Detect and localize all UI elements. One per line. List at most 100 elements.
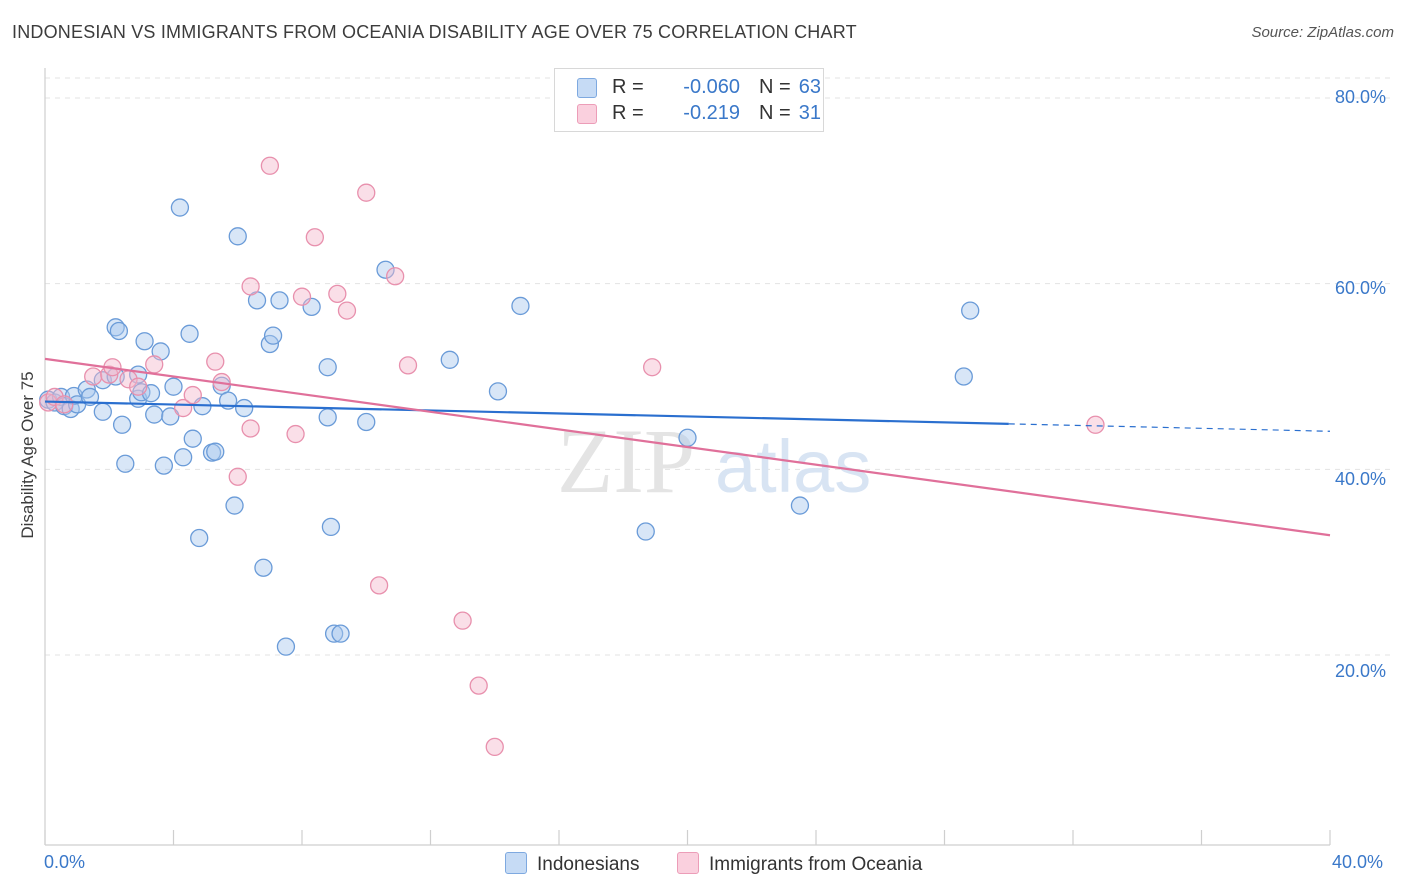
point-indonesians	[135, 332, 154, 351]
bottom-legend-label-indonesians: Indonesians	[537, 854, 640, 875]
point-indonesians	[961, 301, 980, 320]
point-indonesians	[357, 412, 376, 432]
point-indonesians	[321, 517, 341, 537]
point-indonesians	[154, 456, 174, 475]
legend-swatch-pink	[577, 104, 597, 124]
bottom-legend-label-oceania: Immigrants from Oceania	[709, 854, 923, 875]
point-indonesians	[112, 415, 132, 434]
point-oceania	[328, 284, 347, 304]
legend-n-value: 31	[798, 102, 821, 124]
point-indonesians	[488, 382, 508, 401]
point-indonesians	[225, 496, 244, 515]
point-indonesians	[132, 383, 151, 402]
point-indonesians	[270, 291, 289, 310]
point-oceania	[183, 385, 202, 405]
point-indonesians	[180, 324, 199, 343]
point-oceania	[129, 377, 148, 396]
point-indonesians	[440, 350, 459, 369]
point-indonesians	[80, 387, 100, 407]
bottom-legend-swatch-pink	[677, 852, 699, 874]
legend-n-label: N =	[759, 76, 791, 98]
point-oceania	[241, 277, 260, 296]
legend-n-value: 63	[798, 76, 821, 98]
legend-n-label: N =	[759, 102, 791, 124]
point-oceania	[55, 395, 74, 414]
point-oceania	[1086, 415, 1105, 434]
point-oceania	[643, 358, 662, 377]
trend-line-indonesians	[44, 400, 1009, 425]
point-oceania	[398, 356, 418, 375]
legend-r-label: R =	[612, 76, 644, 98]
watermark: ZIP atlas	[557, 410, 871, 512]
point-indonesians	[263, 326, 283, 345]
point-oceania	[469, 676, 488, 695]
point-oceania	[485, 737, 504, 757]
point-oceania	[286, 424, 305, 444]
point-indonesians	[254, 558, 273, 577]
point-indonesians	[331, 624, 350, 643]
point-oceania	[206, 352, 225, 371]
point-indonesians	[318, 408, 337, 427]
point-oceania	[84, 367, 103, 386]
point-oceania	[453, 611, 472, 630]
point-indonesians	[636, 522, 655, 541]
point-indonesians	[173, 448, 193, 467]
correlation-legend: R = -0.060 N = 63 R = -0.219 N = 31	[554, 68, 824, 132]
trend-lines	[44, 357, 1331, 537]
watermark-atlas: atlas	[715, 425, 871, 508]
point-indonesians	[164, 377, 183, 396]
point-indonesians	[206, 442, 225, 461]
point-indonesians	[145, 405, 164, 424]
point-oceania	[337, 301, 357, 320]
x-tick-label-max: 40.0%	[1332, 852, 1384, 872]
point-indonesians	[93, 402, 112, 421]
point-indonesians	[678, 428, 697, 447]
point-indonesians	[276, 637, 296, 656]
legend-r-value: -0.219	[683, 102, 740, 124]
bottom-legend-oceania: Immigrants from Oceania	[677, 852, 922, 876]
point-oceania	[260, 156, 280, 175]
point-oceania	[305, 228, 325, 247]
point-indonesians	[183, 429, 202, 448]
y-axis-label: Disability Age Over 75	[18, 371, 37, 539]
point-indonesians	[376, 260, 395, 279]
point-indonesians	[324, 624, 344, 643]
point-indonesians	[511, 296, 530, 316]
point-indonesians	[954, 367, 973, 386]
point-oceania	[369, 576, 389, 595]
point-oceania	[145, 355, 164, 374]
trend-line-indonesians-extension	[1008, 423, 1331, 432]
y-tick-label-80: 80.0%	[1335, 87, 1387, 107]
point-oceania	[241, 419, 260, 438]
point-oceania	[357, 183, 376, 202]
axes	[44, 68, 1331, 846]
bottom-legend-indonesians: Indonesians	[505, 852, 639, 876]
point-indonesians	[190, 528, 209, 548]
point-indonesians	[116, 454, 135, 473]
y-tick-label-60: 60.0%	[1335, 278, 1387, 298]
point-indonesians	[790, 496, 810, 515]
point-indonesians	[161, 407, 180, 426]
legend-r-label: R =	[612, 102, 644, 124]
point-oceania	[292, 287, 312, 306]
legend-r-value: -0.060	[683, 76, 740, 98]
point-oceania	[386, 267, 405, 286]
bottom-legend-swatch-blue	[505, 852, 527, 874]
point-indonesians	[109, 321, 129, 341]
watermark-zip: ZIP	[557, 410, 695, 512]
point-oceania	[228, 467, 247, 486]
y-tick-label-20: 20.0%	[1335, 661, 1387, 681]
legend-swatch-blue	[577, 78, 597, 98]
x-tick-label-min: 0.0%	[44, 852, 86, 872]
y-tick-label-40: 40.0%	[1335, 469, 1387, 489]
point-indonesians	[318, 358, 337, 377]
point-indonesians	[170, 198, 190, 217]
trend-line-oceania	[44, 357, 1331, 537]
point-indonesians	[235, 398, 254, 418]
series-oceania-points	[39, 156, 1105, 757]
chart-title: INDONESIAN VS IMMIGRANTS FROM OCEANIA DI…	[12, 22, 857, 42]
source-label: Source: ZipAtlas.com	[1251, 24, 1394, 41]
point-indonesians	[228, 227, 247, 246]
grid-lines	[45, 77, 1392, 656]
